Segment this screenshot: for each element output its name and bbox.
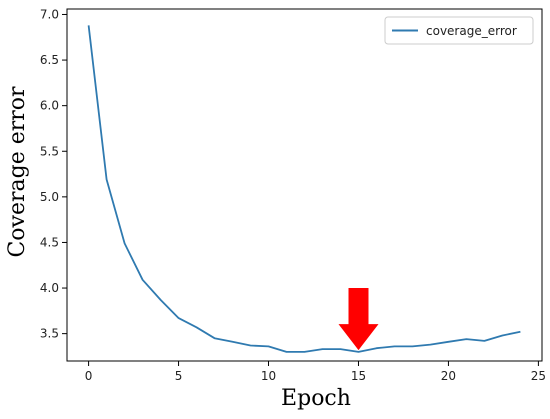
y-tick-label: 5.5 [40,144,59,158]
x-tick-label: 10 [261,369,276,383]
red-arrow-annotation [338,288,379,351]
x-axis-title: Epoch [281,386,351,411]
y-ticks: 3.5 4.0 4.5 5.0 5.5 6.0 6.5 7.0 [40,7,67,341]
annotation-layer [338,288,379,351]
x-ticks: 0 5 10 15 20 25 [85,361,546,383]
legend: coverage_error [384,16,534,45]
x-tick-label: 25 [531,369,546,383]
y-tick-label: 4.0 [40,281,59,295]
x-tick-label: 15 [351,369,366,383]
legend-label: coverage_error [426,24,517,38]
y-tick-label: 5.0 [40,190,59,204]
x-tick-label: 0 [85,369,93,383]
x-tick-label: 20 [441,369,456,383]
y-tick-label: 6.0 [40,99,59,113]
series-line-coverage-error [87,25,521,353]
y-axis-title: Coverage error [5,86,30,258]
legend-box [384,16,534,45]
series-layer [87,25,521,353]
plot-frame [66,8,543,362]
x-tick-label: 5 [175,369,183,383]
y-tick-label: 4.5 [40,235,59,249]
y-tick-label: 7.0 [40,7,59,21]
y-tick-label: 6.5 [40,53,59,67]
y-tick-label: 3.5 [40,327,59,341]
